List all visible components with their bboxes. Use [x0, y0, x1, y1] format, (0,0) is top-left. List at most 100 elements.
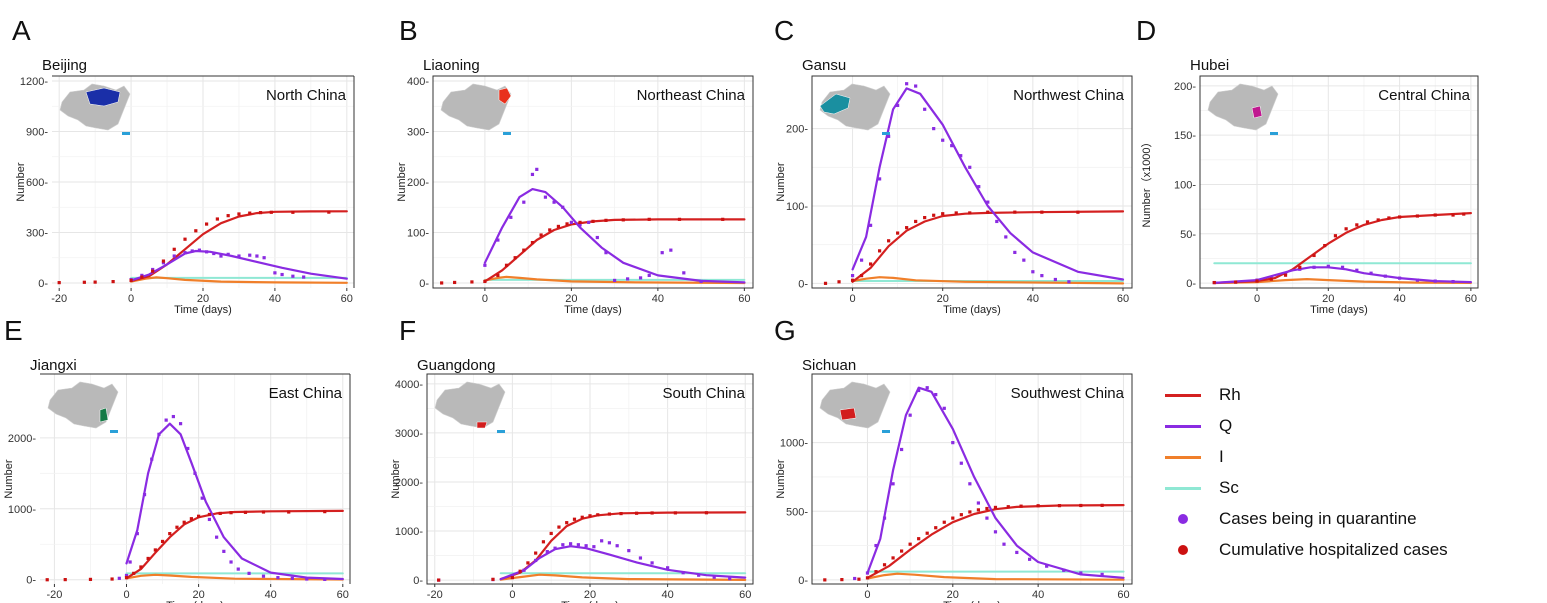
quarantine-point: [1013, 250, 1017, 255]
plot-frame: [1199, 75, 1479, 289]
hospitalized-point: [1006, 505, 1010, 509]
hospitalized-point: [197, 514, 201, 518]
quarantine-point: [1340, 265, 1345, 269]
series-line-rh: [125, 509, 344, 580]
hospitalized-point: [565, 521, 569, 525]
quarantine-point: [1269, 275, 1273, 279]
legend-item-hospitalized-points: Cumulative hospitalized cases: [1165, 538, 1448, 562]
quarantine-point: [1015, 550, 1019, 555]
quarantine-point: [569, 220, 573, 224]
quarantine-point: [1045, 564, 1049, 568]
hospitalized-point: [229, 511, 233, 515]
y-tick-label: 100-: [407, 227, 429, 239]
quarantine-point: [638, 556, 643, 560]
hospitalized-point: [539, 233, 543, 237]
y-tick-label: 300-: [407, 127, 429, 139]
quarantine-point: [1062, 568, 1066, 572]
x-tick-label: -20: [51, 293, 67, 305]
hospitalized-point: [923, 215, 927, 220]
quarantine-point: [592, 545, 596, 549]
hospitalized-point: [1323, 244, 1327, 248]
hospitalized-point: [248, 211, 252, 215]
series-line-i: [483, 275, 746, 285]
hospitalized-point: [93, 280, 97, 284]
x-tick-label: 0: [509, 589, 515, 601]
y-tick-label: 2000-: [395, 477, 423, 489]
hospitalized-point: [548, 228, 552, 232]
quarantine-point: [925, 386, 929, 390]
china-map-icon: [819, 381, 891, 433]
quarantine-point: [207, 517, 212, 522]
series-line-q: [129, 249, 348, 282]
y-tick-label: 0-: [26, 575, 36, 587]
quarantine-point: [1031, 270, 1035, 274]
province-label: Guangdong: [417, 357, 495, 374]
y-axis-label: Number: [390, 459, 402, 498]
hospitalized-point: [82, 280, 86, 284]
quarantine-point: [699, 279, 703, 284]
china-map-base: [440, 83, 512, 131]
quarantine-point: [276, 576, 280, 580]
quarantine-point: [1002, 542, 1006, 546]
panel-e: E Jiangxi East China -20 0 20 40 60 0- 1000- 2000-…: [0, 308, 370, 603]
series-line-i: [1213, 278, 1472, 285]
quarantine-point: [534, 558, 538, 563]
map-highlight-region: [476, 421, 488, 429]
china-map-icon: [59, 83, 131, 135]
quarantine-point: [951, 441, 955, 445]
quarantine-point: [1022, 258, 1026, 262]
quarantine-point: [290, 576, 294, 580]
china-map-icon: [819, 83, 891, 135]
x-tick-label: 20: [584, 589, 596, 601]
hospitalized-point: [580, 515, 584, 519]
quarantine-point: [914, 84, 918, 88]
x-axis-label: Time (days): [166, 600, 224, 603]
quarantine-point: [968, 482, 972, 486]
x-tick-label: 40: [1032, 589, 1044, 601]
map-inset-mark: [882, 132, 890, 135]
legend-label: Q: [1219, 416, 1233, 435]
region-label: East China: [269, 385, 343, 402]
quarantine-point: [255, 254, 259, 258]
panel-letter: G: [774, 315, 796, 346]
panel-b: B Liaoning Northeast China 0 20 40 60 0- 100- 200…: [395, 8, 765, 316]
frame-box: [811, 373, 1133, 585]
quarantine-point: [976, 501, 980, 505]
hospitalized-point: [132, 571, 136, 575]
y-tick-label: 0-: [38, 278, 48, 290]
series-line-rh: [483, 218, 746, 283]
hospitalized-point: [942, 520, 946, 524]
y-tick-label: 150-: [1174, 130, 1196, 142]
hospitalized-point: [218, 511, 222, 516]
china-map-icon: [47, 381, 119, 433]
y-tick-label: 400-: [407, 76, 429, 88]
quarantine-point: [959, 154, 963, 158]
hospitalized-point: [45, 578, 49, 582]
hospitalized-point: [908, 542, 912, 546]
hospitalized-point: [182, 520, 186, 524]
quarantine-point: [950, 144, 954, 148]
quarantine-point: [1053, 277, 1057, 282]
hospitalized-point: [226, 214, 230, 218]
hospitalized-point: [1036, 504, 1040, 508]
series-line-q: [499, 545, 747, 581]
quarantine-point: [200, 496, 204, 500]
x-tick-label: 60: [738, 293, 750, 305]
quarantine-point: [647, 273, 651, 277]
x-tick-label: 40: [652, 293, 664, 305]
y-tick-label: 200-: [786, 124, 808, 136]
x-tick-label: 60: [337, 589, 349, 601]
quarantine-point: [905, 82, 909, 86]
hospitalized-point: [1234, 280, 1238, 284]
hospitalized-point: [650, 511, 654, 515]
region-label: Central China: [1378, 87, 1470, 104]
hospitalized-point: [704, 511, 709, 515]
x-tick-label: 20: [1322, 293, 1334, 305]
hospitalized-point: [258, 211, 263, 215]
quarantine-point: [934, 392, 938, 397]
hospitalized-point: [63, 578, 67, 582]
hospitalized-point: [183, 237, 187, 241]
hospitalized-point: [721, 217, 725, 221]
y-axis-label: Number: [396, 162, 408, 201]
